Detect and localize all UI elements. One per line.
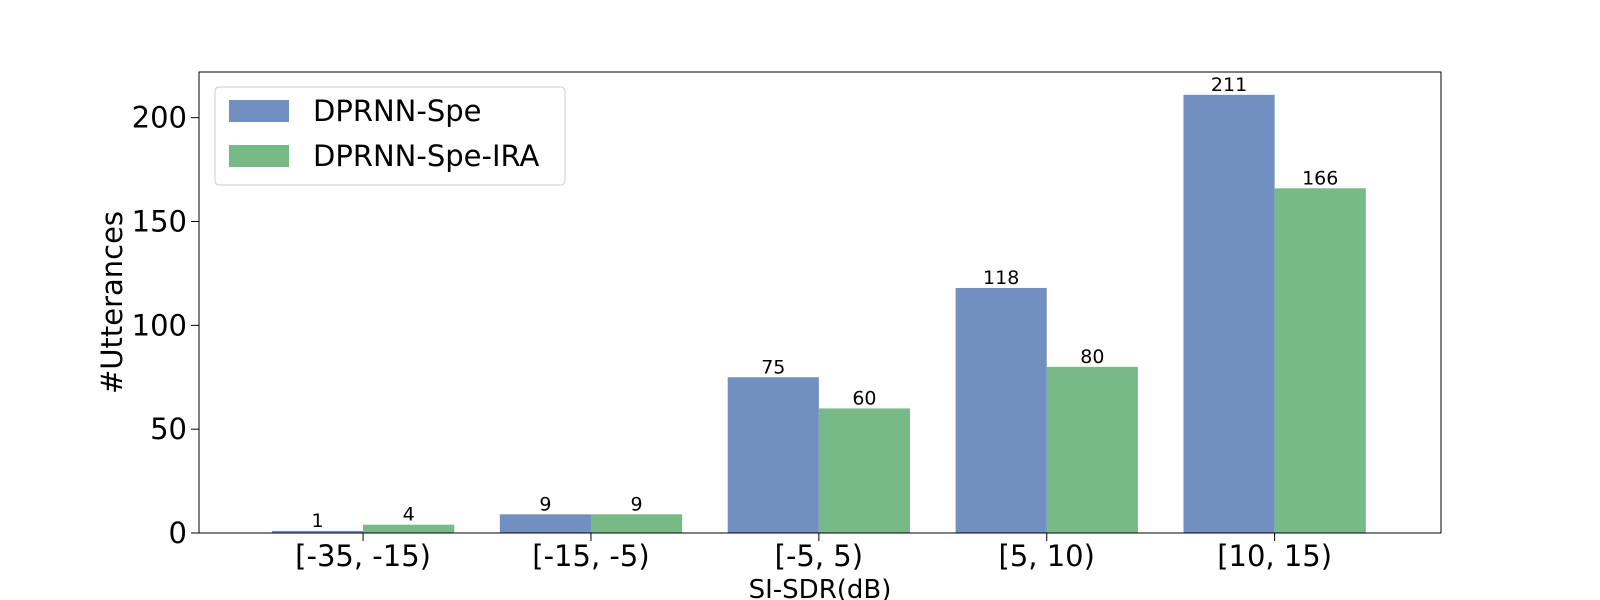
legend-box xyxy=(214,86,566,186)
data-label: 75 xyxy=(761,356,785,378)
bar-dprnn-spe-4 xyxy=(1183,94,1275,533)
x-tick-label: [-15, -5) xyxy=(532,539,649,573)
data-label: 80 xyxy=(1080,346,1104,368)
x-axis-label: SI-SDR(dB) xyxy=(749,575,892,600)
legend-label: DPRNN-Spe xyxy=(313,94,481,128)
legend-swatch xyxy=(229,100,289,122)
data-label: 60 xyxy=(852,387,876,409)
x-tick-label: [-5, 5) xyxy=(775,539,863,573)
y-tick-label: 200 xyxy=(132,101,187,135)
bar-dprnn-spe-ira-1 xyxy=(590,514,683,533)
y-tick-label: 0 xyxy=(169,516,187,550)
y-axis-label: #Utterances xyxy=(95,211,129,394)
x-tick-label: [-35, -15) xyxy=(295,539,431,573)
data-label: 1 xyxy=(311,510,323,532)
bars-layer xyxy=(271,94,1366,534)
plot-frame xyxy=(198,71,1442,534)
x-axis: [-35, -15) [-15, -5) [-5, 5) [5, 10) [10, 15… xyxy=(295,533,1332,573)
bar-dprnn-spe-ira-3 xyxy=(1046,366,1138,533)
bar-dprnn-spe-ira-4 xyxy=(1274,188,1366,534)
data-label: 9 xyxy=(539,493,551,515)
bar-dprnn-spe-3 xyxy=(955,287,1047,533)
y-axis: 0 50 100 150 200 xyxy=(132,101,199,550)
data-label: 4 xyxy=(403,504,415,526)
bar-dprnn-spe-ira-2 xyxy=(818,408,911,533)
data-label: 211 xyxy=(1211,74,1247,96)
y-tick-label: 50 xyxy=(150,412,187,446)
legend-label: DPRNN-Spe-IRA xyxy=(313,139,539,173)
y-tick-label: 100 xyxy=(132,308,187,342)
data-label: 166 xyxy=(1302,167,1338,189)
data-label: 9 xyxy=(631,493,643,515)
data-label: 118 xyxy=(983,267,1019,289)
legend-swatch xyxy=(229,145,289,167)
legend: DPRNN-Spe DPRNN-Spe-IRA xyxy=(214,86,566,186)
x-tick-label: [5, 10) xyxy=(999,539,1095,573)
x-tick-label: [10, 15) xyxy=(1217,539,1332,573)
data-labels-layer: 1 4 9 9 75 60 118 80 211 166 xyxy=(311,74,1338,532)
bar-dprnn-spe-0 xyxy=(271,530,364,533)
bar-dprnn-spe-2 xyxy=(727,377,819,533)
bar-dprnn-spe-1 xyxy=(499,514,591,533)
y-tick-label: 150 xyxy=(132,205,187,239)
bar-dprnn-spe-ira-0 xyxy=(363,524,455,533)
